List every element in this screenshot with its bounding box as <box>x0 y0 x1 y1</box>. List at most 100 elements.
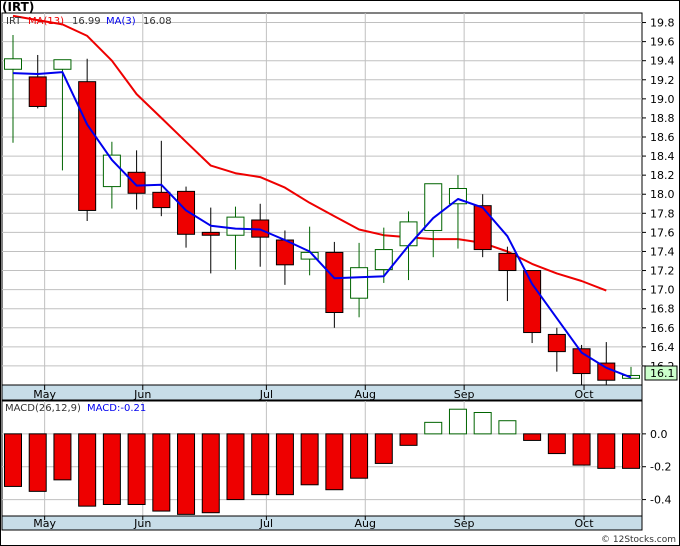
macd-plot-area <box>1 400 643 517</box>
price-y-tick-label: 18.8 <box>650 112 675 125</box>
legend-ma13-label: MA(13) <box>28 16 64 27</box>
candle <box>374 227 393 283</box>
candle-body <box>523 270 542 334</box>
candle-body <box>4 58 22 70</box>
price-x-tick-label: May <box>33 388 56 401</box>
candle <box>127 150 146 210</box>
candle-body <box>78 81 97 211</box>
last-price-label: 16.1 <box>650 367 675 380</box>
candle <box>152 140 171 217</box>
candle-body <box>325 251 344 314</box>
macd-bar <box>127 433 146 506</box>
candle <box>4 34 22 143</box>
candle <box>226 206 245 270</box>
macd-bar <box>251 433 270 496</box>
macd-bar <box>424 421 443 435</box>
macd-x-tick-label: Aug <box>355 517 376 530</box>
macd-x-axis-labels: May Jun Jul Aug Sep Oct <box>33 516 594 530</box>
macd-bar <box>399 433 418 446</box>
price-y-tick-label: 16.6 <box>650 322 675 335</box>
macd-x-axis-band <box>1 515 643 531</box>
candle <box>498 246 517 302</box>
candle-body <box>399 221 418 247</box>
price-x-tick-label: Jul <box>259 388 273 401</box>
candle-body <box>374 249 393 271</box>
legend-ma3-label: MA(3) <box>106 16 136 27</box>
candle <box>597 342 616 387</box>
candle <box>177 186 196 248</box>
chart-title: (IRT) <box>2 0 34 14</box>
macd-x-tick-label: Sep <box>454 517 475 530</box>
ma3-layer <box>12 71 632 379</box>
macd-legend-value: MACD:-0.21 <box>87 403 146 414</box>
price-y-tick-label: 18.4 <box>650 150 675 163</box>
macd-bar <box>4 433 22 487</box>
macd-bar <box>572 433 591 466</box>
candle-body <box>226 216 245 236</box>
candle <box>350 242 369 318</box>
macd-bar <box>226 433 245 501</box>
macd-bar <box>28 433 47 492</box>
macd-bar <box>597 433 616 469</box>
price-y-tick-label: 17.4 <box>650 245 675 258</box>
legend-ma13-value: 16.99 <box>72 16 101 27</box>
candle <box>547 327 566 372</box>
candle <box>78 58 97 221</box>
macd-x-tick-label: Oct <box>575 517 595 530</box>
price-y-tick-label: 18.6 <box>650 131 675 144</box>
price-y-tick-label: 19.2 <box>650 74 675 87</box>
price-x-tick-label: Jun <box>133 388 151 401</box>
candle-body <box>424 183 443 231</box>
legend-ma3-value: 16.08 <box>143 16 172 27</box>
candle <box>201 207 220 274</box>
macd-bar <box>325 433 344 491</box>
candle <box>473 194 492 258</box>
candle-body <box>177 190 196 235</box>
last-price-box <box>644 365 678 381</box>
price-y-tick-label: 16.4 <box>650 341 675 354</box>
macd-bar <box>547 433 566 455</box>
macd-bar <box>622 433 640 469</box>
macd-bar <box>102 433 121 506</box>
price-y-tick-label: 19.0 <box>650 93 675 106</box>
macd-bars <box>4 408 640 515</box>
macd-legend-label: MACD(26,12,9) <box>5 403 81 414</box>
macd-bar <box>498 420 517 435</box>
macd-bar <box>448 408 467 435</box>
price-y-tick-label: 19.8 <box>650 17 675 30</box>
macd-bar <box>177 433 196 515</box>
macd-bar <box>78 433 97 507</box>
macd-bar <box>350 433 369 479</box>
candle <box>424 183 443 258</box>
price-y-tick-label: 18.2 <box>650 169 675 182</box>
macd-bar <box>374 433 393 464</box>
macd-y-tick-label: 0.0 <box>650 428 668 441</box>
candle-body <box>127 171 146 194</box>
macd-bar <box>300 433 319 486</box>
price-y-tick-label: 17.0 <box>650 284 675 297</box>
price-y-tick-label: 16.8 <box>650 303 675 316</box>
price-y-tick-label: 19.4 <box>650 55 675 68</box>
price-plot-area <box>1 12 643 386</box>
macd-y-axis: 0.0 -0.2 -0.4 <box>642 428 671 507</box>
candle-body <box>597 362 616 381</box>
candle-body <box>547 333 566 353</box>
price-y-tick-label: 17.6 <box>650 226 675 239</box>
candle-body <box>498 252 517 272</box>
price-x-tick-label: Sep <box>454 388 475 401</box>
price-legend: IRT MA(13) 16.99 MA(3) 16.08 <box>6 16 172 27</box>
last-price-marker: 16.1 <box>644 365 678 381</box>
price-y-axis: 16.216.416.616.817.017.217.417.617.818.0… <box>642 17 675 373</box>
price-y-tick-label: 19.6 <box>650 36 675 49</box>
macd-bar <box>473 412 492 435</box>
price-y-tick-label: 18.0 <box>650 188 675 201</box>
legend-ticker: IRT <box>6 16 22 27</box>
macd-bar <box>53 433 72 481</box>
candle <box>523 270 542 344</box>
price-panel: 16.216.416.616.817.017.217.417.617.818.0… <box>1 12 678 401</box>
macd-panel: 0.0 -0.2 -0.4 May Jun Jul Aug Sep Oct MACD(26,1… <box>1 400 671 531</box>
price-x-axis-labels: May Jun Jul Aug Sep Oct <box>33 385 594 401</box>
candle-body <box>53 59 72 70</box>
candle-body <box>201 231 220 236</box>
